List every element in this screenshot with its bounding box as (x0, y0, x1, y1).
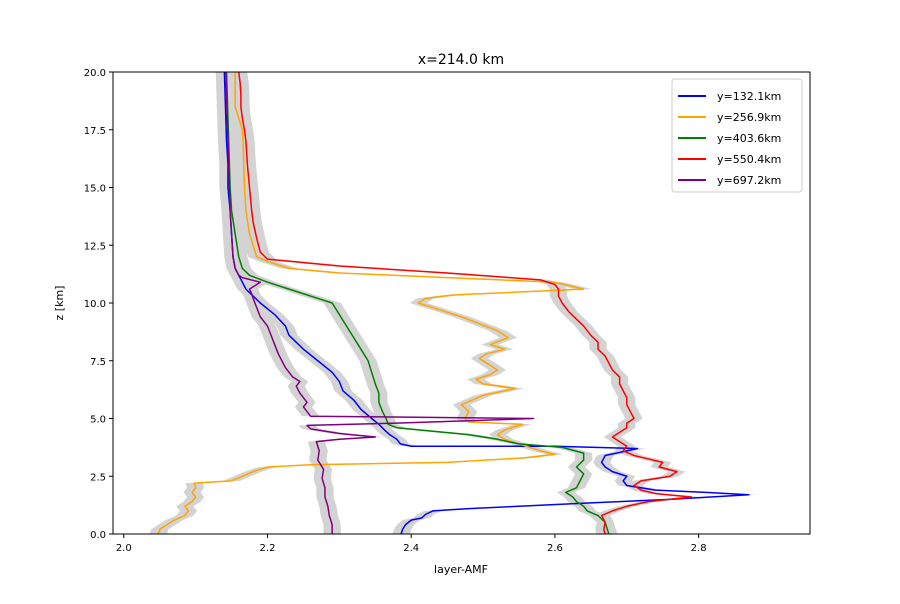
uncertainty-bands (149, 72, 758, 534)
x-axis: 2.0 2.2 2.4 2.6 2.8 (116, 534, 707, 554)
chart-title: x=214.0 km (418, 52, 504, 68)
legend-label: y=256.9km (717, 111, 781, 124)
y-tick-label: 7.5 (90, 357, 106, 368)
y-axis: 0.0 2.5 5.0 7.5 10.0 12.5 15.0 17.5 20.0 (84, 68, 113, 541)
legend-label: y=403.6km (717, 132, 781, 145)
legend-box (671, 78, 803, 193)
series-line-3 (238, 72, 693, 534)
legend-label: y=697.2km (717, 174, 781, 187)
y-tick-label: 15.0 (84, 184, 106, 195)
legend-label: y=550.4km (717, 153, 781, 166)
series-lines (157, 72, 750, 534)
series-line-4 (225, 72, 535, 534)
uncertainty-band-2 (217, 72, 618, 534)
y-tick-label: 12.5 (84, 241, 106, 252)
y-tick-label: 10.0 (84, 299, 106, 310)
legend-label: y=132.1km (717, 90, 781, 103)
y-tick-label: 17.5 (84, 126, 106, 137)
y-axis-label: z [km] (53, 286, 66, 321)
y-tick-label: 2.5 (90, 472, 106, 483)
series-line-1 (157, 72, 585, 534)
x-tick-label: 2.0 (116, 543, 132, 554)
legend: y=132.1km y=256.9km y=403.6km y=550.4km y=69… (671, 78, 803, 193)
uncertainty-band-1 (149, 72, 593, 534)
x-axis-label: layer-AMF (434, 563, 488, 576)
y-tick-label: 5.0 (90, 415, 106, 426)
x-tick-label: 2.2 (260, 543, 276, 554)
y-tick-label: 0.0 (90, 530, 106, 541)
x-tick-label: 2.6 (547, 543, 563, 554)
series-line-2 (225, 72, 610, 534)
x-tick-label: 2.8 (691, 543, 707, 554)
y-tick-label: 20.0 (84, 68, 106, 79)
x-tick-label: 2.4 (403, 543, 419, 554)
